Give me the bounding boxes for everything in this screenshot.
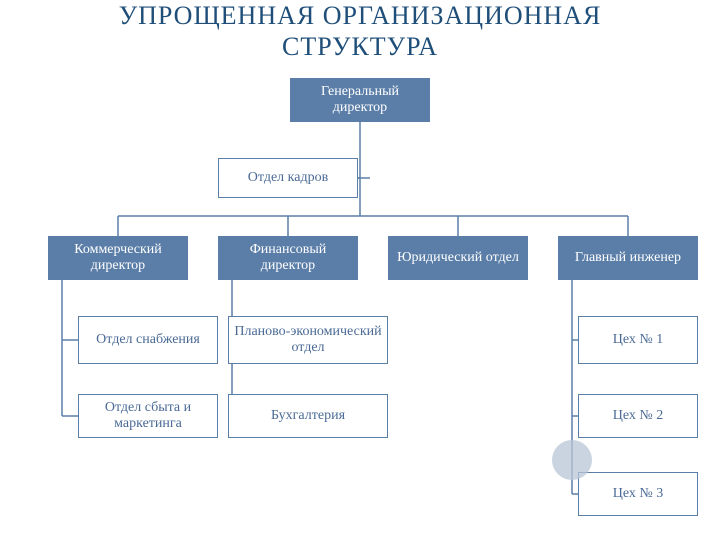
- title-line-2: СТРУКТУРА: [282, 32, 438, 61]
- node-comm-label: Коммерческий директор: [53, 242, 183, 274]
- node-fin-label: Финансовый директор: [223, 242, 353, 274]
- node-shop3-label: Цех № 3: [613, 486, 664, 502]
- node-fin: Финансовый директор: [218, 236, 358, 280]
- node-shop3: Цех № 3: [578, 472, 698, 516]
- node-legal-label: Юридический отдел: [397, 250, 519, 266]
- node-hr-label: Отдел кадров: [248, 170, 328, 186]
- node-acct: Бухгалтерия: [228, 394, 388, 438]
- node-sales: Отдел сбыта и маркетинга: [78, 394, 218, 438]
- node-comm: Коммерческий директор: [48, 236, 188, 280]
- title-line-1: УПРОЩЕННАЯ ОРГАНИЗАЦИОННАЯ: [119, 1, 602, 30]
- node-supply: Отдел снабжения: [78, 316, 218, 364]
- node-eng: Главный инженер: [558, 236, 698, 280]
- node-sales-label: Отдел сбыта и маркетинга: [83, 400, 213, 432]
- node-acct-label: Бухгалтерия: [271, 408, 345, 424]
- node-hr: Отдел кадров: [218, 158, 358, 198]
- node-shop1-label: Цех № 1: [613, 332, 664, 348]
- node-shop2-label: Цех № 2: [613, 408, 664, 424]
- node-root: Генеральный директор: [290, 78, 430, 122]
- node-eng-label: Главный инженер: [575, 250, 681, 266]
- node-supply-label: Отдел снабжения: [96, 332, 200, 348]
- diagram-title: УПРОЩЕННАЯ ОРГАНИЗАЦИОННАЯ СТРУКТУРА: [0, 0, 720, 62]
- node-shop1: Цех № 1: [578, 316, 698, 364]
- node-root-label: Генеральный директор: [295, 84, 425, 116]
- node-shop2: Цех № 2: [578, 394, 698, 438]
- node-plan: Планово-экономический отдел: [228, 316, 388, 364]
- node-legal: Юридический отдел: [388, 236, 528, 280]
- decor-circle: [552, 440, 592, 480]
- node-plan-label: Планово-экономический отдел: [233, 324, 383, 356]
